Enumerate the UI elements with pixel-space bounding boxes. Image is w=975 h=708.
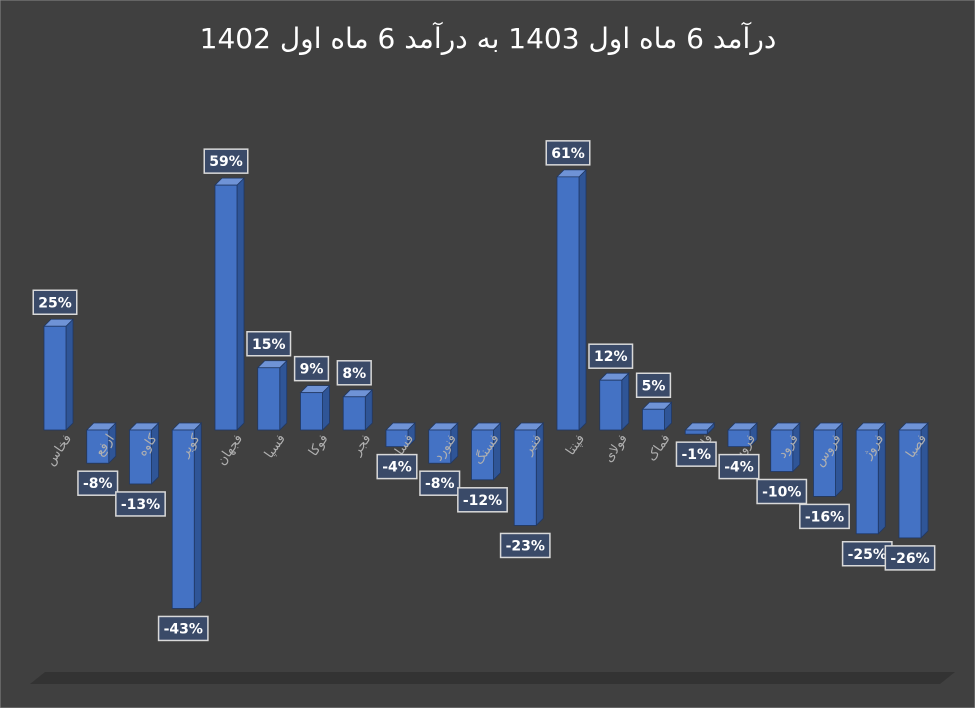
bar: [769, 422, 801, 473]
bar-front: [813, 429, 836, 497]
bar-front: [513, 429, 537, 526]
bar-front: [86, 429, 110, 464]
bar: [342, 388, 374, 431]
data-label: 9%: [300, 362, 324, 378]
bar: [513, 422, 545, 527]
data-label: -1%: [681, 447, 711, 463]
bar: [556, 168, 587, 431]
bar-front: [684, 429, 708, 435]
bar-front: [385, 429, 409, 448]
bar-front: [898, 429, 922, 539]
data-label-box: [293, 355, 330, 382]
bar-side: [835, 422, 843, 498]
data-label-box: [376, 453, 418, 480]
bar: [727, 422, 758, 448]
data-label-box: [799, 503, 850, 530]
floor: [30, 672, 955, 684]
data-label: -26%: [890, 551, 929, 567]
bar: [85, 422, 117, 465]
data-label: -43%: [164, 621, 203, 637]
bar: [171, 422, 203, 610]
bar: [427, 422, 459, 465]
bar-front: [214, 184, 238, 431]
data-label-box: [336, 360, 372, 386]
bar: [256, 359, 288, 431]
bar-side: [236, 177, 245, 431]
bar-side: [621, 372, 630, 431]
bar-front: [855, 429, 879, 535]
bar-side: [578, 168, 587, 431]
bar-front: [556, 176, 580, 431]
data-label-box: [756, 478, 808, 505]
data-label-box: [457, 487, 508, 513]
bar: [684, 422, 716, 436]
data-label: 25%: [38, 295, 72, 311]
data-label: 15%: [252, 337, 286, 353]
data-label: -8%: [425, 476, 455, 492]
data-label-box: [203, 148, 249, 174]
data-label: -13%: [121, 497, 160, 513]
data-label-box: [115, 491, 166, 517]
bar-front: [43, 325, 67, 431]
data-label-box: [499, 532, 551, 559]
data-label: -25%: [848, 547, 887, 563]
data-label-box: [635, 372, 672, 398]
data-label: -4%: [724, 460, 754, 476]
bar-front: [129, 429, 152, 485]
data-label-box: [545, 140, 591, 166]
bar: [641, 401, 673, 431]
bar-front: [342, 396, 366, 431]
bar: [812, 422, 844, 498]
chart-title: درآمد 6 ماه اول 1403 به درآمد 6 ماه اول …: [200, 22, 777, 55]
data-label-box: [884, 545, 936, 571]
data-label-box: [77, 470, 119, 496]
data-label-box: [675, 441, 717, 467]
data-label-box: [157, 615, 209, 642]
data-label-box: [419, 470, 461, 496]
data-label-box: [718, 453, 760, 480]
data-label: -10%: [762, 485, 801, 501]
bar: [43, 318, 74, 431]
data-label: 59%: [209, 154, 243, 170]
bar-front: [471, 429, 494, 481]
bar-side: [151, 422, 159, 485]
data-label: 61%: [551, 146, 585, 162]
data-label: -12%: [463, 493, 502, 509]
bar-front: [428, 429, 452, 464]
data-label: -4%: [382, 460, 412, 476]
bar: [214, 177, 245, 431]
bar-side: [65, 318, 74, 431]
data-label: -16%: [805, 509, 844, 525]
data-label: -23%: [506, 538, 545, 554]
bar: [385, 422, 416, 448]
data-label-box: [32, 289, 78, 315]
data-label: 8%: [342, 366, 366, 382]
bar: [898, 422, 929, 539]
bar-front: [257, 367, 281, 431]
bar: [299, 384, 331, 431]
bar-front: [642, 408, 665, 431]
data-label: 5%: [642, 378, 666, 394]
bar-side: [279, 359, 288, 431]
data-label: 12%: [594, 349, 628, 365]
data-label-box: [246, 331, 292, 357]
bar: [598, 372, 630, 431]
bar-front: [599, 379, 623, 431]
bar-front: [770, 429, 794, 472]
bar: [128, 422, 160, 485]
bar-front: [727, 429, 751, 448]
bar: [855, 422, 887, 535]
data-label-box: [841, 541, 893, 567]
data-label: -8%: [83, 476, 113, 492]
bar-front: [171, 429, 195, 609]
bar: [470, 422, 502, 481]
bar-front: [300, 392, 323, 431]
data-label-box: [588, 343, 634, 369]
bar-side: [322, 384, 330, 431]
